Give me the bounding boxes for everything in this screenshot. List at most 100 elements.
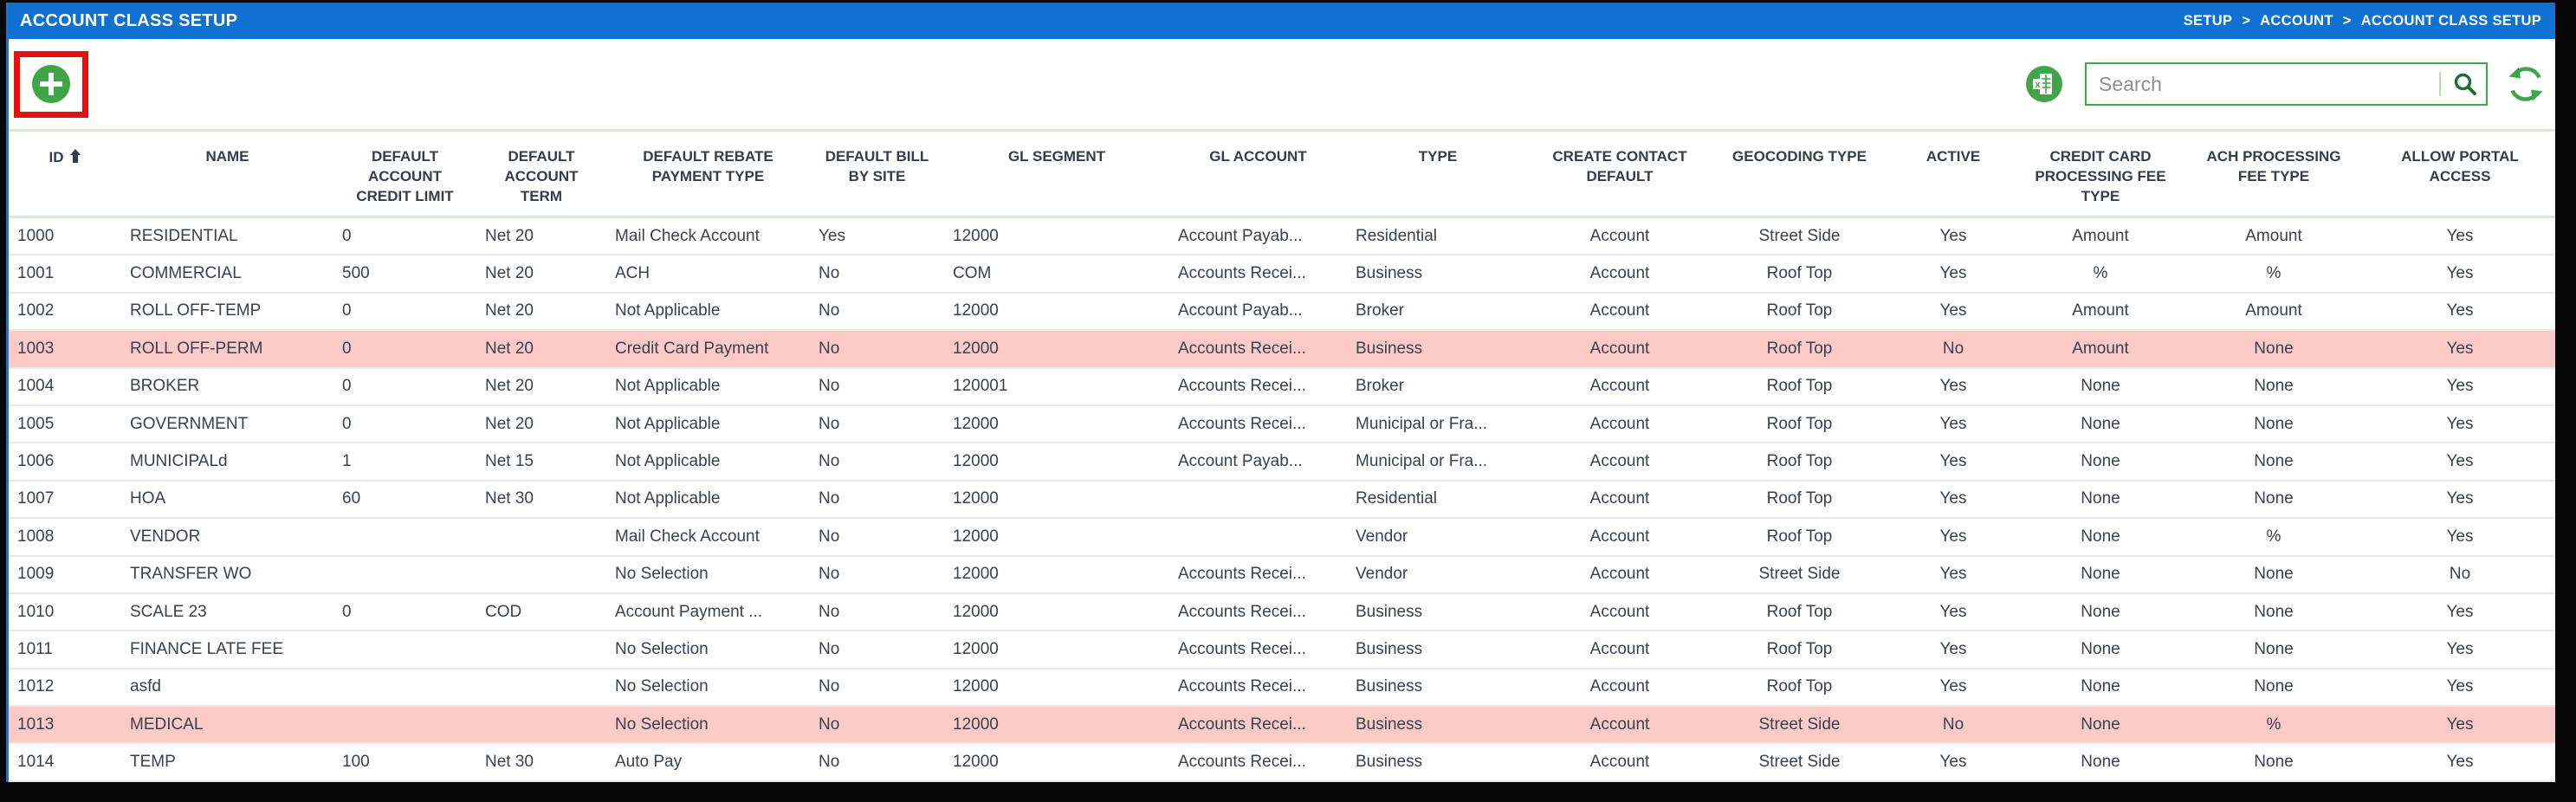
table-row[interactable]: 1005 GOVERNMENT 0 Net 20 Not Applicable No 120… bbox=[9, 405, 2555, 444]
table-row[interactable]: 1007 HOA 60 Net 30 Not Applicable No 12000 Resi… bbox=[9, 481, 2555, 520]
table-cell: Street Side bbox=[1758, 226, 1841, 245]
table-cell: Not Applicable bbox=[615, 301, 721, 320]
column-header[interactable]: CREDIT CARD PROCESSING FEE TYPE bbox=[2018, 132, 2183, 216]
table-cell: Account bbox=[1589, 639, 1650, 658]
table-cell: None bbox=[2081, 452, 2120, 471]
table-cell: 12000 bbox=[953, 565, 999, 584]
column-header[interactable]: ALLOW PORTAL ACCESS bbox=[2365, 132, 2555, 216]
table-cell: Yes bbox=[1939, 452, 1967, 471]
table-cell: None bbox=[2081, 527, 2120, 546]
table-cell bbox=[476, 669, 606, 705]
table-cell: No bbox=[819, 677, 840, 696]
table-cell: MEDICAL bbox=[130, 715, 204, 734]
add-annotation-box bbox=[14, 50, 88, 118]
column-header[interactable]: NAME bbox=[121, 132, 333, 216]
table-cell: Yes bbox=[2446, 339, 2474, 358]
breadcrumb-item[interactable]: ACCOUNT CLASS SETUP bbox=[2360, 12, 2541, 29]
table-row[interactable]: 1008 VENDOR Mail Check Account No 12000 Vendo… bbox=[9, 519, 2555, 557]
table-cell: Account bbox=[1589, 602, 1650, 621]
table-cell: % bbox=[2266, 264, 2282, 283]
table-cell: Yes bbox=[1939, 414, 1967, 433]
table-cell: None bbox=[2081, 565, 2120, 584]
table-row[interactable]: 1000 RESIDENTIAL 0 Net 20 Mail Check Account… bbox=[9, 218, 2555, 256]
table-row[interactable]: 1004 BROKER 0 Net 20 Not Applicable No 120001 A… bbox=[9, 368, 2555, 406]
table-cell: Yes bbox=[1939, 602, 1967, 621]
table-row[interactable]: 1006 MUNICIPALd 1 Net 15 Not Applicable No 120… bbox=[9, 443, 2555, 482]
column-header[interactable]: DEFAULT REBATE PAYMENT TYPE bbox=[606, 132, 810, 216]
column-header[interactable]: ID bbox=[9, 132, 121, 216]
table-row[interactable]: 1013 MEDICAL No Selection No 12000 Accounts R… bbox=[9, 707, 2555, 745]
table-cell: 0 bbox=[342, 226, 352, 245]
table-cell: No Selection bbox=[615, 715, 709, 734]
table-row[interactable]: 1014 TEMP 100 Net 30 Auto Pay No 12000 Accounts… bbox=[9, 744, 2555, 782]
column-header[interactable]: GEOCODING TYPE bbox=[1711, 132, 1888, 216]
magnifier-icon bbox=[2452, 71, 2478, 97]
table-cell: % bbox=[2093, 264, 2108, 283]
table-cell: ACH bbox=[615, 264, 650, 283]
table-cell: Vendor bbox=[1356, 527, 1408, 546]
table-row[interactable]: 1001 COMMERCIAL 500 Net 20 ACH No COM Accounts … bbox=[9, 255, 2555, 294]
table-cell: Broker bbox=[1356, 377, 1404, 396]
table-cell: Accounts Recei... bbox=[1178, 753, 1306, 772]
table-cell: Accounts Recei... bbox=[1178, 264, 1306, 283]
plus-icon bbox=[31, 65, 71, 107]
table-cell: Yes bbox=[1939, 489, 1967, 508]
table-cell: 1001 bbox=[17, 264, 55, 283]
table-cell: Business bbox=[1356, 264, 1423, 283]
search-button[interactable] bbox=[2444, 64, 2486, 104]
table-cell: 1003 bbox=[17, 339, 55, 358]
table-cell: Account bbox=[1589, 339, 1650, 358]
table-cell: MUNICIPALd bbox=[130, 452, 228, 471]
column-header[interactable]: ACH PROCESSING FEE TYPE bbox=[2183, 132, 2365, 216]
table-cell: 1012 bbox=[17, 677, 55, 696]
table-cell: Account bbox=[1589, 264, 1650, 283]
table-cell: No bbox=[819, 264, 840, 283]
column-header[interactable]: GL SEGMENT bbox=[944, 132, 1169, 216]
table-row[interactable]: 1010 SCALE 23 0 COD Account Payment ... No 120… bbox=[9, 593, 2555, 632]
table-cell: Yes bbox=[1939, 226, 1967, 245]
table-cell: Roof Top bbox=[1766, 527, 1833, 546]
column-header[interactable]: GL ACCOUNT bbox=[1169, 132, 1347, 216]
table-cell: Street Side bbox=[1758, 565, 1841, 584]
table-cell: Business bbox=[1356, 753, 1423, 772]
add-button[interactable] bbox=[31, 64, 71, 104]
page-title: ACCOUNT CLASS SETUP bbox=[20, 10, 238, 30]
column-header[interactable]: CREATE CONTACT DEFAULT bbox=[1529, 132, 1711, 216]
table-cell: None bbox=[2081, 602, 2120, 621]
table-cell: Yes bbox=[2446, 301, 2474, 320]
table-cell: Municipal or Fra... bbox=[1356, 414, 1488, 433]
table-row[interactable]: 1002 ROLL OFF-TEMP 0 Net 20 Not Applicable No… bbox=[9, 293, 2555, 332]
table-cell bbox=[333, 631, 476, 667]
table-row[interactable]: 1011 FINANCE LATE FEE No Selection No 12000 A… bbox=[9, 631, 2555, 669]
table-cell: Account bbox=[1589, 753, 1650, 772]
excel-export-button[interactable]: x bbox=[2026, 66, 2062, 102]
table-cell: Amount bbox=[2072, 226, 2129, 245]
breadcrumb-item[interactable]: SETUP bbox=[2183, 12, 2233, 29]
table-cell: Street Side bbox=[1758, 715, 1841, 734]
table-cell: Accounts Recei... bbox=[1178, 677, 1306, 696]
breadcrumb-item[interactable]: ACCOUNT bbox=[2260, 12, 2333, 29]
table-cell: 1008 bbox=[17, 527, 55, 546]
table-cell bbox=[333, 707, 476, 742]
table-cell: Amount bbox=[2072, 301, 2129, 320]
table-cell bbox=[1169, 482, 1347, 517]
excel-icon: x bbox=[2026, 66, 2062, 105]
table-cell: Amount bbox=[2245, 301, 2302, 320]
table-cell: 1014 bbox=[17, 753, 55, 772]
column-header[interactable]: DEFAULT ACCOUNT CREDIT LIMIT bbox=[333, 132, 476, 216]
table-cell: Account Payab... bbox=[1178, 301, 1303, 320]
column-header[interactable]: DEFAULT BILL BY SITE bbox=[810, 132, 944, 216]
table-row[interactable]: 1003 ROLL OFF-PERM 0 Net 20 Credit Card Paym… bbox=[9, 331, 2555, 369]
table-row[interactable]: 1012 asfd No Selection No 12000 Accounts Rece… bbox=[9, 669, 2555, 708]
table-row[interactable]: 1009 TRANSFER WO No Selection No 12000 Accoun… bbox=[9, 556, 2555, 594]
table-cell: 0 bbox=[342, 339, 352, 358]
table-cell: Municipal or Fra... bbox=[1356, 452, 1488, 471]
refresh-button[interactable] bbox=[2507, 65, 2545, 103]
table-cell: 1002 bbox=[17, 301, 55, 320]
account-class-grid: ID NAME DEFAULT ACCOUNT CREDIT LIMIT DEFAUL… bbox=[9, 129, 2555, 782]
column-header[interactable]: ACTIVE bbox=[1888, 132, 2018, 216]
search-input[interactable] bbox=[2087, 72, 2439, 96]
column-header[interactable]: TYPE bbox=[1347, 132, 1529, 216]
table-cell: Net 30 bbox=[485, 489, 534, 508]
column-header[interactable]: DEFAULT ACCOUNT TERM bbox=[476, 132, 606, 216]
